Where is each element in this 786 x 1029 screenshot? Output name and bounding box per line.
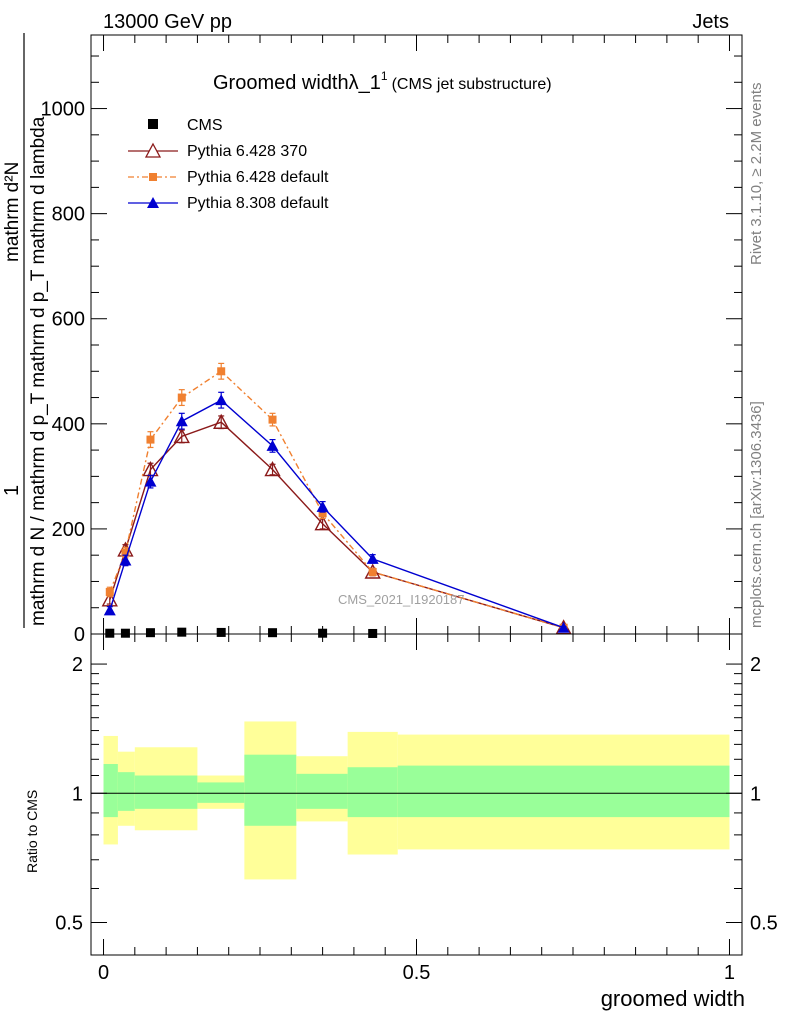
data-point-3-6: [316, 500, 329, 512]
ylabel-denominator: mathrm d N / mathrm d p_T mathrm d p_T m…: [28, 116, 49, 626]
legend-label-py6-370: Pythia 6.428 370: [187, 143, 307, 160]
data-point-0-0: [105, 628, 115, 638]
legend: CMS Pythia 6.428 370 Pythia 6.428 defaul…: [128, 117, 329, 212]
data-point-2-3: [177, 393, 186, 402]
header-jets: Jets: [692, 11, 729, 33]
legend-marker-py6-default: [149, 173, 157, 181]
ratio-axes: 0.5 0.5 1 1 2 2 0 0.5 1: [55, 634, 778, 984]
rivet-info: Rivet 3.1.10, ≥ 2.2M events: [748, 83, 765, 266]
ratio-band-stat-2: [134, 775, 198, 809]
data-point-3-7: [366, 552, 379, 564]
y-tick-label-0: 0: [74, 624, 85, 646]
data-point-3-1: [119, 554, 132, 566]
data-point-3-3: [175, 415, 188, 427]
mcplots-source: mcplots.cern.ch [arXiv:1306.3436]: [748, 401, 765, 628]
series-line-1: [109, 421, 564, 629]
ratio-band-stat-6: [347, 767, 398, 818]
legend-marker-py8-default: [147, 197, 159, 208]
data-point-1-6: [314, 515, 331, 531]
legend-marker-cms: [148, 119, 158, 129]
ratio-y-tick-label-right-2: 2: [750, 654, 761, 676]
data-point-0-5: [268, 628, 278, 638]
ylabel-one: 1: [1, 485, 23, 496]
ratio-band-stat-7: [397, 765, 730, 818]
ratio-y-axis-label: Ratio to CMS: [24, 790, 40, 873]
data-point-3-0: [103, 604, 116, 616]
legend-marker-py6-370: [144, 142, 162, 158]
data-point-2-1: [121, 548, 130, 557]
data-point-1-4: [213, 413, 230, 429]
data-point-2-4: [217, 367, 226, 376]
legend-label-py6-default: Pythia 6.428 default: [187, 169, 329, 186]
ratio-y-tick-label-2: 2: [72, 654, 83, 676]
y-tick-label-2: 400: [52, 414, 85, 436]
y-tick-label-1: 200: [52, 519, 85, 541]
header-energy: 13000 GeV pp: [103, 11, 232, 33]
plot-title-symbol: λ_1: [349, 72, 381, 94]
y-tick-label-4: 800: [52, 204, 85, 226]
data-point-2-7: [368, 567, 377, 576]
main-series-layer: [101, 362, 572, 638]
data-point-2-2: [146, 435, 155, 444]
ylabel-numerator: mathrm d²N: [2, 162, 23, 262]
main-y-axis-label: 1 mathrm d N / mathrm d p_T mathrm d p_T…: [1, 33, 49, 628]
ratio-y-tick-label-1: 1: [72, 783, 83, 805]
data-point-2-5: [268, 415, 277, 424]
x-tick-label-0: 0: [98, 962, 109, 984]
legend-label-py8-default: Pythia 8.308 default: [187, 195, 329, 212]
data-point-0-1: [120, 628, 130, 638]
data-point-3-2: [144, 475, 157, 487]
main-y-axis: 0 200 400 600 800 1000: [41, 35, 742, 646]
data-point-0-6: [318, 628, 328, 638]
y-tick-label-3: 600: [52, 309, 85, 331]
series-line-2: [109, 370, 564, 629]
plot-title-text: Groomed width: [213, 72, 349, 94]
data-point-0-3: [177, 627, 187, 637]
x-tick-label-2: 1: [724, 962, 735, 984]
plot-title-sup: 1: [381, 69, 388, 83]
ratio-band-stat-1: [117, 772, 135, 811]
data-point-1-5: [264, 461, 281, 477]
ratio-band-stat-3: [197, 782, 245, 803]
data-point-0-7: [368, 628, 378, 638]
data-point-3-4: [215, 394, 228, 406]
plot-title: Groomed widthλ_11 (CMS jet substructure): [213, 69, 552, 94]
y-tick-label-5: 1000: [41, 99, 86, 121]
data-point-0-4: [216, 627, 226, 637]
ratio-bands-layer: [91, 721, 742, 880]
plot-subtitle: (CMS jet substructure): [392, 76, 552, 93]
x-axis-label: groomed width: [601, 986, 745, 1011]
ratio-band-stat-4: [244, 754, 297, 826]
ratio-band-stat-0: [103, 764, 118, 818]
data-point-1-3: [173, 427, 190, 444]
ratio-y-tick-label-0: 0.5: [55, 912, 83, 934]
data-point-2-6: [318, 509, 327, 518]
data-point-3-5: [266, 439, 279, 451]
data-point-0-2: [145, 628, 155, 638]
analysis-watermark: CMS_2021_I1920187: [338, 592, 465, 607]
x-tick-label-1: 0.5: [403, 962, 431, 984]
ratio-band-stat-5: [296, 773, 348, 809]
data-point-2-0: [105, 587, 114, 596]
ratio-y-tick-label-right-0: 0.5: [750, 912, 778, 934]
legend-label-cms: CMS: [187, 117, 223, 134]
data-point-3-8: [557, 621, 570, 633]
series-line-3: [109, 399, 564, 629]
ratio-y-tick-label-right-1: 1: [750, 783, 761, 805]
